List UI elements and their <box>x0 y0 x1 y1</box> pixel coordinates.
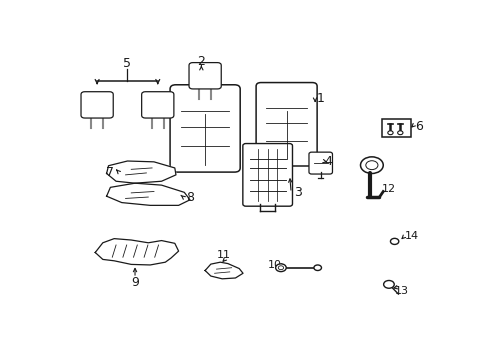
Text: 7: 7 <box>106 166 114 179</box>
Text: 13: 13 <box>394 286 407 296</box>
Polygon shape <box>106 161 176 183</box>
Circle shape <box>389 238 398 244</box>
FancyBboxPatch shape <box>256 82 317 166</box>
Text: 2: 2 <box>197 55 205 68</box>
Text: 6: 6 <box>414 120 422 133</box>
Circle shape <box>397 131 402 135</box>
Text: 11: 11 <box>217 250 231 260</box>
Polygon shape <box>205 262 243 279</box>
FancyBboxPatch shape <box>243 144 292 206</box>
Bar <box>382 119 410 137</box>
Circle shape <box>387 131 392 135</box>
Circle shape <box>275 264 285 271</box>
Text: 5: 5 <box>123 58 131 71</box>
Text: 3: 3 <box>293 186 301 199</box>
Text: 14: 14 <box>404 231 418 241</box>
Circle shape <box>313 265 321 270</box>
FancyBboxPatch shape <box>189 63 221 89</box>
FancyBboxPatch shape <box>308 152 332 174</box>
Polygon shape <box>95 239 178 265</box>
Circle shape <box>278 266 283 270</box>
Text: 4: 4 <box>324 154 331 167</box>
Text: 12: 12 <box>381 184 395 194</box>
Text: 1: 1 <box>316 92 324 105</box>
FancyBboxPatch shape <box>142 92 174 118</box>
Circle shape <box>365 161 377 170</box>
Text: 8: 8 <box>185 190 194 203</box>
Circle shape <box>360 157 383 174</box>
FancyBboxPatch shape <box>170 85 240 172</box>
Circle shape <box>383 280 393 288</box>
Text: 10: 10 <box>268 260 282 270</box>
Polygon shape <box>106 183 189 205</box>
Text: 9: 9 <box>131 276 139 289</box>
FancyBboxPatch shape <box>81 92 113 118</box>
